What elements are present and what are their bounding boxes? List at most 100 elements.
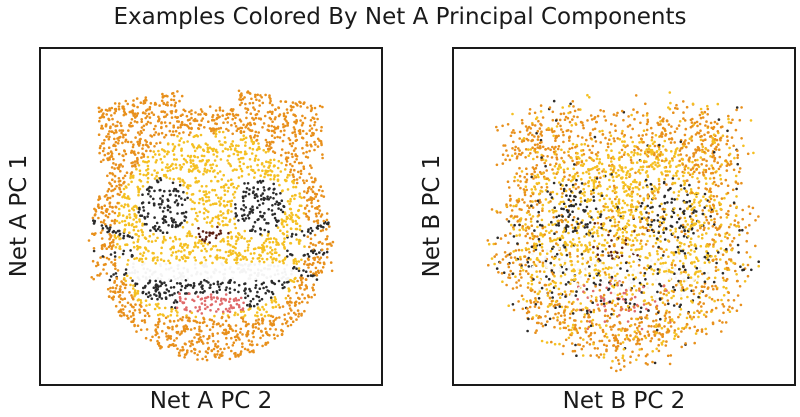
- scatter-point: [667, 161, 671, 165]
- scatter-point: [665, 293, 668, 297]
- scatter-point: [119, 237, 122, 240]
- scatter-point: [644, 336, 648, 340]
- scatter-point: [677, 248, 680, 251]
- scatter-point: [576, 115, 579, 119]
- scatter-point: [297, 208, 301, 212]
- scatter-point: [172, 158, 176, 161]
- scatter-point: [540, 286, 544, 290]
- scatter-point: [540, 218, 544, 222]
- scatter-point: [280, 218, 284, 221]
- scatter-plot-net-b: [486, 91, 760, 373]
- scatter-point: [656, 268, 660, 271]
- scatter-point: [197, 241, 200, 244]
- scatter-point: [505, 218, 509, 221]
- scatter-point: [620, 132, 624, 135]
- scatter-point: [657, 158, 660, 162]
- scatter-point: [107, 187, 111, 191]
- scatter-point: [494, 242, 497, 246]
- scatter-point: [193, 245, 196, 249]
- scatter-point: [726, 129, 729, 133]
- scatter-point: [232, 152, 236, 156]
- scatter-point: [138, 133, 141, 136]
- scatter-point: [179, 297, 182, 300]
- scatter-point: [237, 290, 240, 294]
- scatter-point: [227, 208, 230, 212]
- scatter-point: [282, 225, 285, 228]
- scatter-point: [576, 298, 579, 301]
- scatter-point: [168, 189, 171, 193]
- scatter-point: [630, 150, 633, 154]
- scatter-point: [129, 276, 132, 280]
- scatter-point: [328, 225, 331, 228]
- scatter-point: [661, 254, 665, 257]
- scatter-point: [299, 278, 303, 282]
- scatter-point: [283, 270, 287, 274]
- scatter-point: [200, 185, 204, 188]
- scatter-point: [559, 281, 563, 285]
- scatter-point: [171, 307, 174, 311]
- scatter-point: [115, 276, 118, 280]
- scatter-point: [246, 267, 250, 271]
- scatter-point: [620, 295, 624, 298]
- scatter-point: [178, 163, 182, 167]
- scatter-point: [173, 292, 176, 295]
- scatter-point: [195, 333, 198, 336]
- scatter-point: [313, 106, 317, 110]
- scatter-point: [738, 285, 742, 288]
- scatter-point: [709, 206, 712, 210]
- scatter-point: [204, 258, 208, 262]
- scatter-point: [114, 109, 118, 113]
- scatter-point: [670, 266, 674, 269]
- scatter-point: [285, 108, 289, 111]
- scatter-point: [510, 223, 513, 227]
- scatter-point: [283, 281, 286, 284]
- scatter-point: [270, 248, 274, 252]
- scatter-point: [289, 200, 292, 203]
- scatter-point: [131, 164, 134, 168]
- scatter-point: [198, 350, 201, 353]
- scatter-point: [122, 113, 126, 117]
- scatter-point: [690, 217, 693, 221]
- scatter-point: [169, 169, 172, 172]
- scatter-point: [720, 197, 724, 200]
- scatter-point: [513, 175, 517, 179]
- scatter-point: [721, 134, 725, 137]
- scatter-point: [186, 270, 190, 273]
- scatter-point: [133, 116, 137, 119]
- scatter-point: [704, 327, 707, 331]
- scatter-point: [184, 256, 188, 259]
- scatter-point: [576, 231, 579, 235]
- scatter-point: [163, 121, 167, 124]
- scatter-point: [269, 327, 272, 331]
- scatter-point: [263, 189, 266, 192]
- scatter-point: [179, 273, 183, 276]
- y-axis-label-net-a: Net A PC 1: [6, 154, 32, 278]
- scatter-point: [112, 238, 115, 242]
- scatter-point: [261, 250, 264, 254]
- scatter-point: [545, 182, 548, 186]
- scatter-point: [293, 160, 297, 164]
- scatter-point: [536, 146, 539, 149]
- scatter-point: [627, 337, 630, 341]
- scatter-point: [217, 214, 220, 217]
- scatter-point: [189, 198, 192, 201]
- scatter-point: [676, 107, 679, 110]
- scatter-point: [201, 287, 204, 290]
- scatter-point: [741, 228, 744, 232]
- scatter-point: [219, 126, 223, 130]
- scatter-point: [163, 215, 166, 218]
- scatter-point: [245, 116, 248, 120]
- scatter-point: [298, 100, 301, 104]
- scatter-point: [325, 228, 328, 231]
- scatter-point: [567, 336, 571, 340]
- scatter-point: [188, 317, 191, 320]
- scatter-point: [251, 297, 255, 301]
- scatter-point: [268, 267, 271, 271]
- scatter-point: [605, 149, 608, 152]
- scatter-point: [108, 171, 112, 175]
- scatter-point: [257, 327, 260, 331]
- scatter-point: [174, 299, 177, 302]
- scatter-point: [594, 283, 597, 286]
- scatter-point: [509, 134, 513, 138]
- scatter-point: [216, 151, 219, 154]
